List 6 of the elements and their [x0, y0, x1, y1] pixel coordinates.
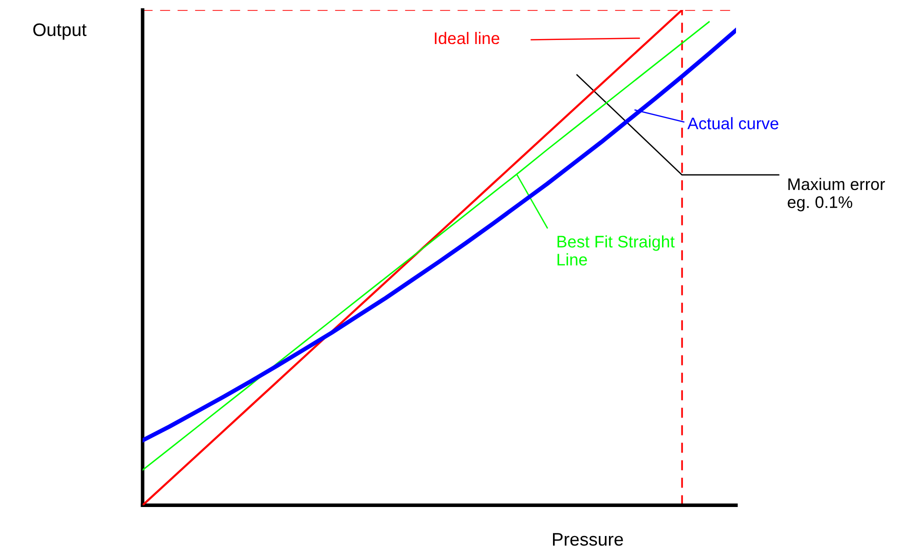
text: Maxium error eg. 0.1%: [788, 178, 885, 212]
annotation: Actual curve: [687, 117, 778, 130]
annotation: Ideal line: [434, 32, 500, 44]
x-axis-title: Pressure: [553, 533, 623, 546]
y-axis-title: Output: [33, 23, 86, 40]
annotation: Best Fit Straight Line: [558, 235, 675, 266]
